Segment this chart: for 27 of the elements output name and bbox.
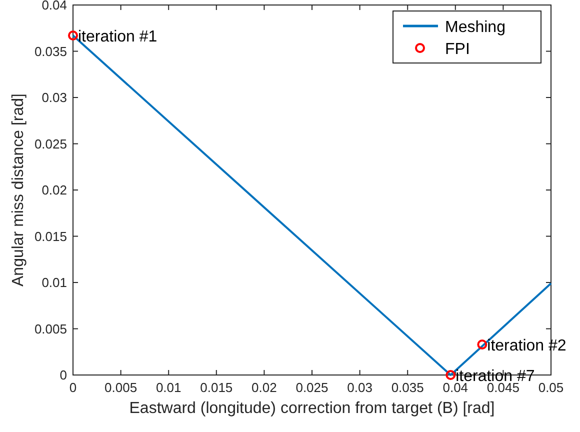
x-tick-label: 0.015 xyxy=(200,380,233,395)
legend-label: FPI xyxy=(445,41,470,58)
x-axis-title: Eastward (longitude) correction from target (B) [rad] xyxy=(129,400,495,417)
y-tick-label: 0.015 xyxy=(34,228,67,244)
y-tick-label: 0.01 xyxy=(42,275,67,290)
y-tick-label: 0.035 xyxy=(34,44,67,59)
y-tick-label: 0.02 xyxy=(42,182,67,198)
x-tick-label: 0.035 xyxy=(391,380,424,395)
y-tick-label: 0.005 xyxy=(34,321,67,336)
x-tick-label: 0.005 xyxy=(104,380,138,395)
point xyxy=(68,30,78,41)
y-tick-label: 0 xyxy=(60,368,67,382)
y-axis-title: Angular miss distance [rad] xyxy=(10,94,27,286)
legend-label: Meshing xyxy=(445,19,506,36)
x-tick-label: 0 xyxy=(69,380,77,395)
y-tick-label: 0.04 xyxy=(42,0,67,12)
x-tick-label: 0.03 xyxy=(347,380,372,395)
y-tick-label: 0.03 xyxy=(42,90,67,105)
annotation: iteration #1 xyxy=(78,28,158,46)
point xyxy=(477,339,488,350)
x-tick-label: 0.025 xyxy=(296,380,328,395)
y-tick-label: 0.025 xyxy=(34,136,67,152)
x-tick-label: 0.02 xyxy=(252,380,277,395)
x-tick-label: 0.04 xyxy=(442,380,468,395)
point xyxy=(446,370,456,380)
x-tick-label: 0.05 xyxy=(538,380,564,395)
x-tick-label: 0.01 xyxy=(156,380,182,395)
